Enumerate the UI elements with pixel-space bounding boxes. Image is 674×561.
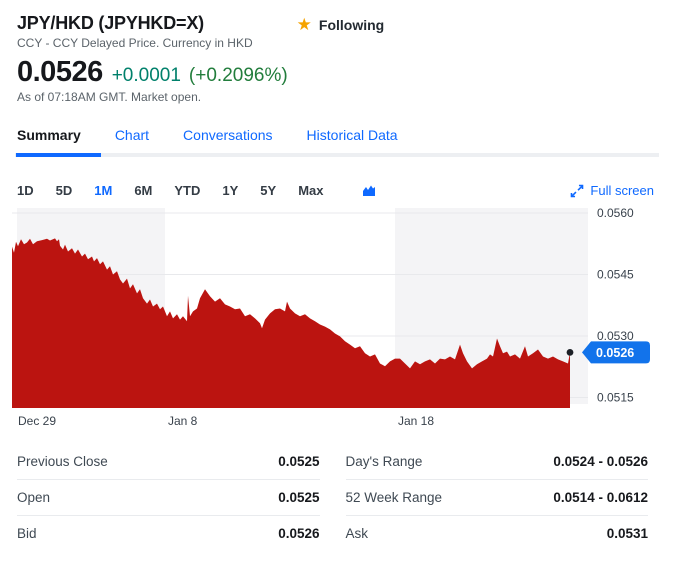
stat-label: Day's Range: [345, 454, 423, 469]
tab-bar: Summary Chart Conversations Historical D…: [0, 126, 674, 144]
quote-header: JPY/HKD (JPYHKD=X) CCY - CCY Delayed Pri…: [0, 0, 674, 51]
price-chart[interactable]: 0.0560 0.0545 0.0530 0.0515 Dec 29 Jan 8 Jan 1…: [0, 201, 674, 436]
stat-label: Open: [17, 490, 51, 505]
stat-label: 52 Week Range: [345, 490, 443, 505]
price-change: +0.0001: [111, 65, 181, 86]
fullscreen-button[interactable]: Full screen: [570, 183, 654, 198]
stat-value: 0.0525: [278, 490, 320, 505]
price-row: 0.0526 +0.0001 (+0.2096%): [0, 57, 674, 87]
range-5d[interactable]: 5D: [55, 183, 73, 198]
area-chart-icon: [363, 185, 376, 196]
x-axis-tick-label: Jan 18: [398, 414, 434, 428]
page-subtitle: CCY - CCY Delayed Price. Currency in HKD: [17, 36, 253, 50]
x-axis-tick-label: Jan 8: [168, 414, 198, 428]
table-row: Ask 0.0531: [346, 516, 649, 551]
tab-historical-data[interactable]: Historical Data: [306, 127, 398, 143]
price-area-series: [12, 238, 570, 408]
range-1y[interactable]: 1Y: [222, 183, 239, 198]
y-axis-tick-label: 0.0530: [597, 329, 634, 343]
current-price-badge-label: 0.0526: [596, 346, 634, 360]
page-title: JPY/HKD (JPYHKD=X): [17, 13, 204, 33]
tab-conversations[interactable]: Conversations: [183, 127, 273, 143]
y-axis-tick-label: 0.0545: [597, 268, 634, 282]
range-1m[interactable]: 1M: [94, 183, 113, 198]
stat-label: Bid: [17, 526, 37, 541]
range-ytd[interactable]: YTD: [174, 183, 201, 198]
stat-value: 0.0526: [278, 526, 320, 541]
summary-left-column: Previous Close 0.0525 Open 0.0525 Bid 0.…: [17, 444, 320, 551]
table-row: 52 Week Range 0.0514 - 0.0612: [345, 480, 648, 516]
y-axis-tick-label: 0.0560: [597, 206, 634, 220]
range-1d[interactable]: 1D: [17, 183, 34, 198]
y-axis-tick-label: 0.0515: [597, 391, 634, 405]
range-5y[interactable]: 5Y: [260, 183, 277, 198]
current-price-badge: [582, 341, 650, 364]
price-change-percent: (+0.2096%): [188, 65, 288, 86]
table-row: Previous Close 0.0525: [17, 444, 320, 480]
chart-type-button[interactable]: [361, 183, 377, 198]
current-price: 0.0526: [17, 56, 103, 88]
stat-value: 0.0525: [278, 454, 320, 469]
stat-value: 0.0514 - 0.0612: [553, 490, 648, 505]
stat-value: 0.0531: [606, 526, 648, 541]
star-icon: ★: [296, 15, 312, 34]
stat-value: 0.0524 - 0.0526: [553, 454, 648, 469]
table-row: Open 0.0525: [17, 480, 320, 516]
range-selector: 1D 5D 1M 6M YTD 1Y 5Y Max Full screen: [0, 183, 674, 198]
stat-label: Previous Close: [17, 454, 108, 469]
stat-label: Ask: [345, 526, 369, 541]
range-max[interactable]: Max: [298, 183, 324, 198]
following-label: Following: [318, 16, 385, 33]
table-row: Bid 0.0526: [17, 516, 320, 551]
table-row: Day's Range 0.0524 - 0.0526: [345, 444, 648, 480]
following-button[interactable]: ★ Following: [297, 16, 385, 33]
fullscreen-label: Full screen: [590, 183, 654, 198]
quote-summary-table: Previous Close 0.0525 Open 0.0525 Bid 0.…: [0, 444, 674, 551]
range-6m[interactable]: 6M: [134, 183, 153, 198]
summary-right-column: Day's Range 0.0524 - 0.0526 52 Week Rang…: [345, 444, 649, 551]
expand-arrows-icon: [571, 184, 584, 197]
last-price-dot: [566, 349, 574, 356]
active-tab-underline: [16, 153, 101, 157]
as-of-timestamp: As of 07:18AM GMT. Market open.: [17, 90, 202, 104]
tab-chart[interactable]: Chart: [114, 127, 150, 143]
tab-summary[interactable]: Summary: [17, 127, 81, 143]
x-axis-tick-label: Dec 29: [18, 414, 56, 428]
tab-track: [15, 153, 659, 157]
